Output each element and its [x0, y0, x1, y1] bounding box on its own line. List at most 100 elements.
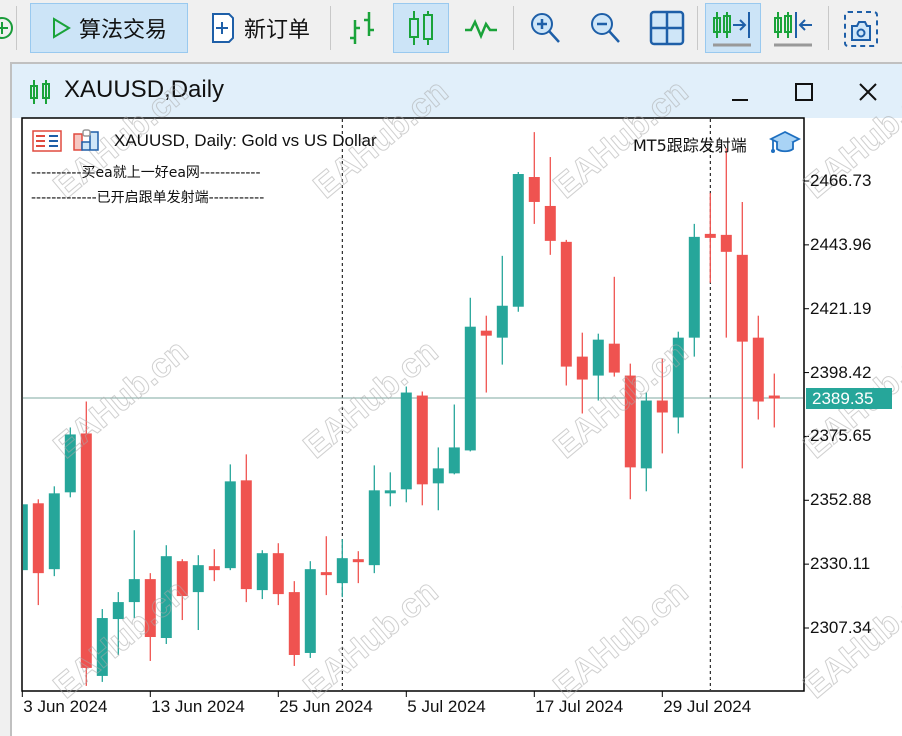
candle — [23, 504, 28, 571]
candle — [304, 561, 316, 658]
candle — [208, 549, 220, 582]
candle-body — [624, 375, 636, 468]
price-tick-label: 2375.65 — [810, 426, 872, 446]
zoom-in-button[interactable] — [522, 3, 570, 53]
candle — [64, 427, 76, 498]
chart-shift-button[interactable] — [766, 3, 822, 53]
candle-body — [576, 356, 588, 380]
line-chart-button[interactable] — [458, 3, 504, 53]
candle — [704, 192, 716, 283]
zoom-out-icon — [591, 13, 620, 43]
candle — [400, 386, 412, 503]
candle — [448, 404, 460, 475]
window-title: XAUUSD,Daily — [64, 76, 225, 103]
candlestick-chart-button[interactable] — [393, 3, 449, 53]
current-price-label: 2389.35 — [806, 388, 892, 409]
candle — [112, 592, 124, 655]
candle — [320, 536, 332, 596]
candle — [416, 391, 428, 506]
candle-body — [560, 241, 572, 367]
candle — [80, 401, 92, 686]
toolbar-separator — [513, 6, 514, 50]
candle-body — [336, 558, 348, 584]
candle-body — [304, 569, 316, 653]
candle — [752, 315, 764, 420]
candle — [560, 239, 572, 386]
candle — [736, 201, 748, 469]
zoom-out-button[interactable] — [582, 3, 630, 53]
price-tick-label: 2352.88 — [810, 490, 872, 510]
price-tick-label: 2330.11 — [810, 554, 871, 574]
candle — [496, 255, 508, 365]
window-titlebar[interactable]: XAUUSD,Daily — [12, 64, 902, 118]
algo-trading-button[interactable]: 算法交易 — [30, 3, 188, 53]
candle-body — [752, 337, 764, 402]
date-tick-label: 17 Jul 2024 — [535, 697, 624, 716]
tile-windows-button[interactable] — [642, 3, 692, 53]
candle-body — [736, 254, 748, 342]
candle — [32, 499, 44, 606]
chart-shift-icon — [774, 12, 812, 47]
close-icon — [859, 83, 877, 101]
candle — [592, 333, 604, 401]
candle-body — [544, 205, 556, 241]
graduation-cap-icon[interactable] — [769, 129, 801, 155]
market-depth-icon[interactable] — [32, 130, 62, 152]
zoom-in-icon — [531, 13, 560, 43]
candle-body — [192, 565, 204, 593]
candle — [240, 454, 252, 603]
candle — [352, 551, 364, 584]
maximize-icon — [795, 83, 813, 101]
bar-chart-button[interactable] — [338, 3, 386, 53]
new-order-label: 新订单 — [243, 18, 310, 43]
close-button[interactable] — [848, 74, 888, 110]
candle-body — [592, 339, 604, 376]
date-tick-label: 5 Jul 2024 — [407, 697, 486, 716]
comment-line-2: -------------已开启跟单发射端----------- — [31, 190, 265, 206]
candle-body — [672, 337, 684, 418]
candle-body — [432, 468, 444, 484]
add-chart-button[interactable] — [0, 3, 14, 53]
candle-body — [768, 395, 780, 399]
candle-body — [224, 481, 236, 569]
camera-icon — [844, 11, 878, 47]
candle-body — [96, 618, 108, 676]
auto-scroll-button[interactable] — [705, 3, 761, 53]
comment-line-1: ----------买ea就上一好ea网------------ — [31, 165, 261, 181]
candle — [432, 447, 444, 511]
candle-body — [112, 602, 124, 620]
new-order-button[interactable]: 新订单 — [198, 3, 322, 53]
candle-body — [528, 177, 540, 202]
one-click-trading-icon[interactable] — [72, 128, 102, 152]
toolbar-separator — [697, 6, 698, 50]
toolbar-separator — [330, 6, 331, 50]
candle-body — [160, 556, 172, 639]
candle — [688, 223, 700, 357]
price-tick-label: 2421.19 — [810, 298, 872, 318]
candle-body — [80, 433, 92, 668]
candle — [256, 550, 268, 600]
candle — [464, 297, 476, 452]
date-tick-label: 3 Jun 2024 — [23, 697, 108, 716]
candlestick-icon — [30, 80, 50, 104]
candle — [640, 392, 652, 492]
maximize-button[interactable] — [784, 74, 824, 110]
candle — [128, 530, 140, 619]
screenshot-button[interactable] — [838, 3, 884, 53]
candle-body — [352, 559, 364, 563]
candle-body — [240, 480, 252, 590]
line-chart-icon — [465, 19, 497, 40]
candle-body — [128, 579, 140, 603]
candle — [144, 573, 156, 661]
minimize-button[interactable] — [720, 74, 760, 110]
candle — [224, 464, 236, 571]
candle — [384, 472, 396, 507]
candle — [272, 543, 284, 606]
candle — [512, 172, 524, 312]
bar-chart-icon — [350, 12, 374, 44]
candle-body — [608, 343, 620, 373]
candle — [368, 465, 380, 574]
candle — [768, 373, 780, 428]
price-tick-label: 2443.96 — [810, 234, 872, 254]
